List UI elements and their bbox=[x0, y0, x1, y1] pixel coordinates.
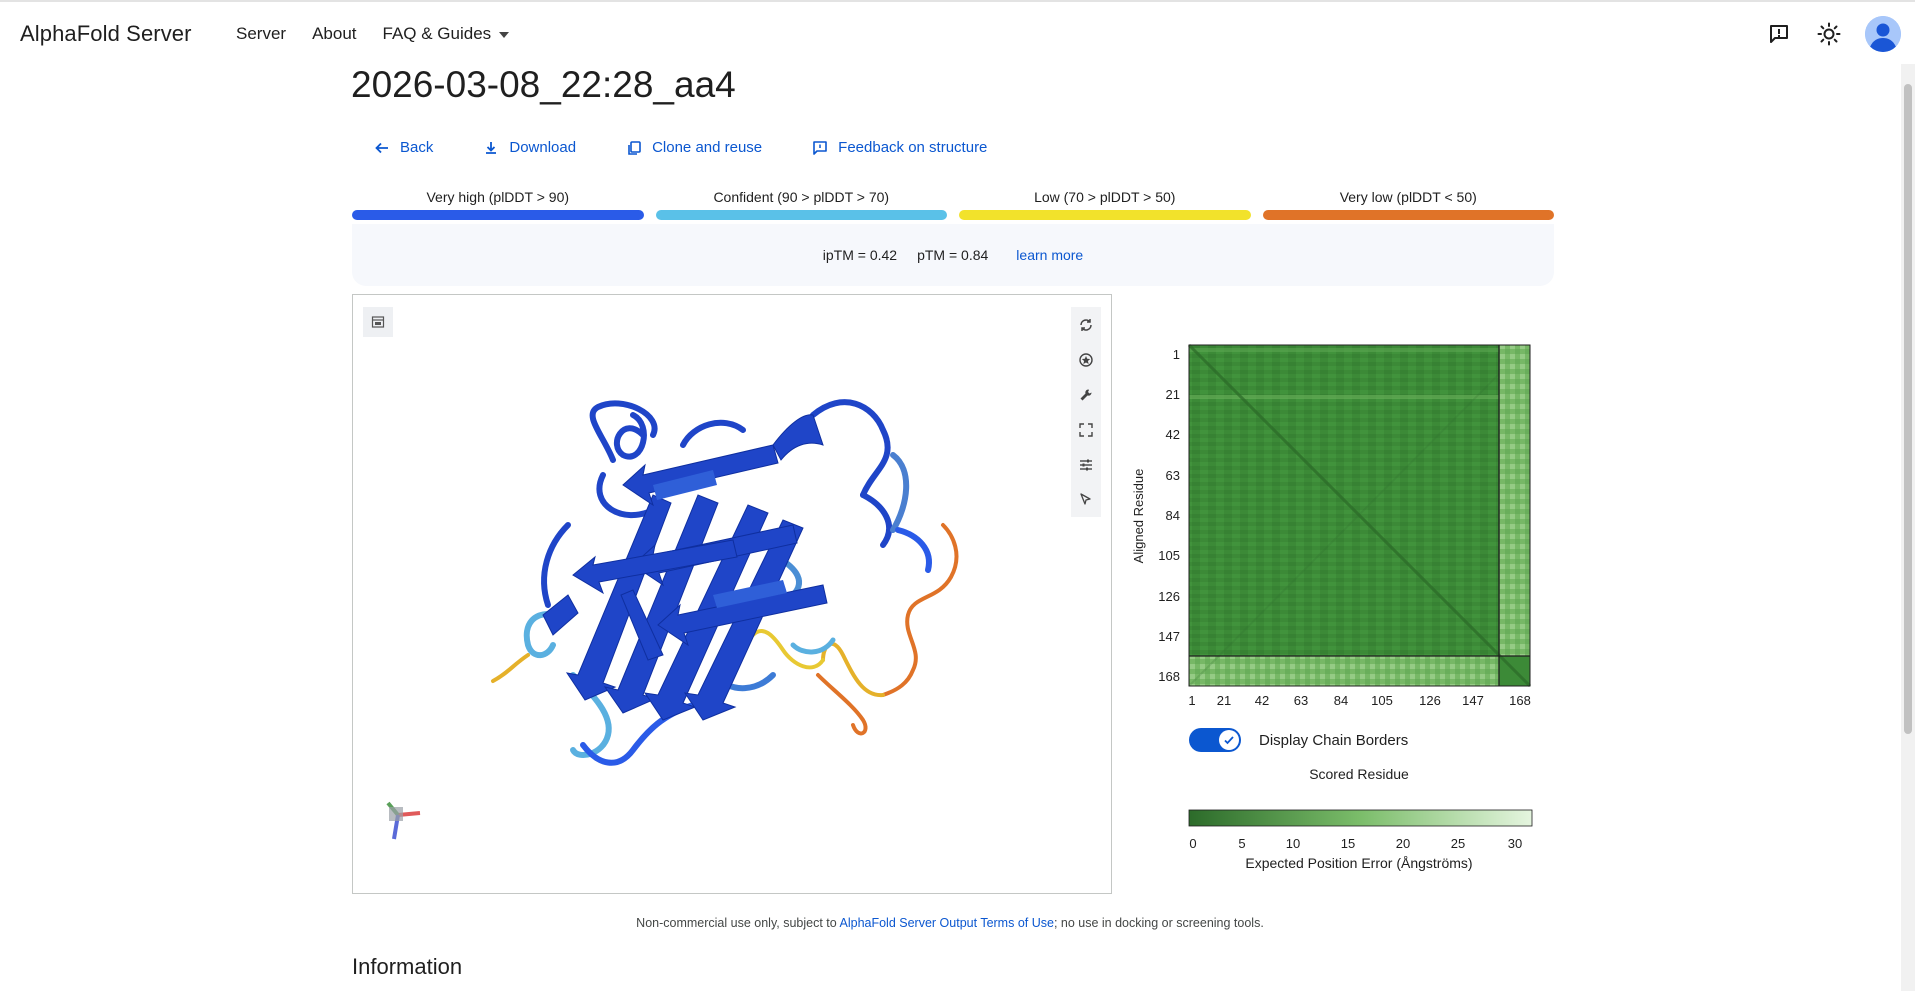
x-tick: 21 bbox=[1217, 693, 1231, 708]
fullscreen-icon[interactable] bbox=[1071, 412, 1101, 447]
x-tick: 126 bbox=[1419, 693, 1441, 708]
top-bar: AlphaFold Server Server About FAQ & Guid… bbox=[0, 0, 1915, 64]
pae-colorbar bbox=[1188, 809, 1533, 827]
colorbar-tick: 5 bbox=[1238, 836, 1245, 851]
pae-heatmap bbox=[1187, 343, 1532, 688]
chain-borders-label: Display Chain Borders bbox=[1259, 731, 1409, 749]
information-heading: Information bbox=[352, 954, 463, 979]
terms-of-use-link[interactable]: AlphaFold Server Output Terms of Use bbox=[839, 916, 1054, 930]
feedback-on-structure-button[interactable]: Feedback on structure bbox=[812, 139, 987, 156]
ptm-value: pTM = 0.84 bbox=[917, 247, 989, 263]
legend-bar bbox=[655, 210, 947, 220]
reset-icon[interactable] bbox=[1071, 307, 1101, 342]
pae-plot[interactable]: 1 21 42 63 84 105 126 147 168 Aligned Re… bbox=[1120, 294, 1550, 894]
chain-borders-toggle[interactable] bbox=[1189, 728, 1241, 752]
protein-structure[interactable] bbox=[353, 295, 1111, 893]
legend-label: Very high (plDDT > 90) bbox=[426, 189, 570, 205]
feedback-label: Feedback on structure bbox=[838, 139, 988, 156]
x-tick: 42 bbox=[1255, 693, 1269, 708]
page-scrollbar-thumb[interactable] bbox=[1904, 84, 1912, 734]
account-avatar[interactable] bbox=[1865, 16, 1901, 52]
y-tick: 168 bbox=[1158, 669, 1180, 684]
x-tick: 1 bbox=[1188, 693, 1195, 708]
clone-label: Clone and reuse bbox=[652, 139, 763, 156]
legend-label: Confident (90 > plDDT > 70) bbox=[713, 189, 890, 205]
legend-label: Low (70 > plDDT > 50) bbox=[1034, 189, 1176, 205]
nav-faq-guides[interactable]: FAQ & Guides bbox=[383, 24, 510, 44]
iptm-value: ipTM = 0.42 bbox=[822, 247, 898, 263]
legend-bar bbox=[1262, 210, 1554, 220]
legend-label: Very low (plDDT < 50) bbox=[1339, 189, 1477, 205]
usage-notice: Non-commercial use only, subject to Alph… bbox=[0, 916, 1900, 930]
copy-icon bbox=[628, 140, 641, 155]
usage-notice-prefix: Non-commercial use only, subject to bbox=[636, 916, 840, 930]
spin-icon[interactable] bbox=[1071, 342, 1101, 377]
action-bar: Back Download Clone and reuse Feedback o… bbox=[374, 139, 987, 156]
legend-bar bbox=[352, 210, 644, 220]
download-label: Download bbox=[509, 139, 577, 156]
y-tick: 84 bbox=[1166, 508, 1180, 523]
colorbar-tick: 10 bbox=[1286, 836, 1300, 851]
brand-title[interactable]: AlphaFold Server bbox=[20, 21, 192, 46]
colorbar-label: Expected Position Error (Ångströms) bbox=[1245, 855, 1472, 871]
y-tick: 105 bbox=[1158, 548, 1180, 563]
x-tick: 105 bbox=[1371, 693, 1393, 708]
settings-icon[interactable] bbox=[1071, 447, 1101, 482]
colorbar-tick: 0 bbox=[1189, 836, 1196, 851]
legend-low: Low (70 > plDDT > 50) bbox=[959, 189, 1251, 220]
theme-icon[interactable] bbox=[1815, 20, 1843, 48]
colorbar-tick: 30 bbox=[1508, 836, 1522, 851]
top-icons bbox=[1765, 16, 1901, 52]
legend-bar bbox=[959, 210, 1251, 220]
colorbar-tick: 25 bbox=[1451, 836, 1465, 851]
colorbar-tick: 20 bbox=[1396, 836, 1410, 851]
x-axis-label: Scored Residue bbox=[1309, 766, 1409, 782]
caret-down-icon bbox=[499, 32, 510, 38]
download-button[interactable]: Download bbox=[483, 139, 576, 156]
x-tick: 147 bbox=[1462, 693, 1484, 708]
x-tick: 84 bbox=[1334, 693, 1348, 708]
legend-very-low: Very low (plDDT < 50) bbox=[1262, 189, 1554, 220]
y-tick: 21 bbox=[1166, 387, 1180, 402]
x-tick: 168 bbox=[1509, 693, 1531, 708]
y-tick: 126 bbox=[1158, 589, 1180, 604]
check-icon bbox=[1224, 736, 1234, 745]
comment-icon bbox=[813, 140, 827, 155]
select-icon[interactable] bbox=[1071, 482, 1101, 517]
y-tick: 42 bbox=[1166, 427, 1180, 442]
back-button[interactable]: Back bbox=[374, 139, 433, 156]
legend-very-high: Very high (plDDT > 90) bbox=[352, 189, 644, 220]
back-label: Back bbox=[400, 139, 434, 156]
screenshot-icon[interactable] bbox=[363, 307, 393, 337]
feedback-icon[interactable] bbox=[1765, 20, 1793, 48]
toggle-knob bbox=[1219, 730, 1239, 750]
axes-gizmo bbox=[386, 801, 421, 840]
legend-confident: Confident (90 > plDDT > 70) bbox=[655, 189, 947, 220]
viewer-toolbar bbox=[1071, 307, 1101, 517]
x-tick: 63 bbox=[1294, 693, 1308, 708]
job-title: 2026-03-08_22:28_aa4 bbox=[351, 64, 736, 105]
colorbar-tick: 15 bbox=[1341, 836, 1355, 851]
y-tick: 147 bbox=[1158, 629, 1180, 644]
main-nav: Server About FAQ & Guides bbox=[236, 24, 510, 44]
usage-notice-suffix: ; no use in docking or screening tools. bbox=[1053, 916, 1264, 930]
y-tick: 63 bbox=[1166, 468, 1180, 483]
structure-viewer[interactable] bbox=[352, 294, 1112, 894]
arrow-back-icon bbox=[375, 142, 388, 153]
y-tick: 1 bbox=[1173, 347, 1180, 362]
plddt-legend: Very high (plDDT > 90) Confident (90 > p… bbox=[352, 189, 1554, 220]
download-icon bbox=[486, 141, 497, 154]
wrench-icon[interactable] bbox=[1071, 377, 1101, 412]
y-axis-label: Aligned Residue bbox=[1131, 469, 1146, 564]
learn-more-link[interactable]: learn more bbox=[1016, 247, 1084, 263]
nav-about[interactable]: About bbox=[312, 24, 357, 43]
nav-faq-label: FAQ & Guides bbox=[382, 24, 492, 43]
confidence-metrics: ipTM = 0.42 pTM = 0.84 learn more bbox=[352, 224, 1554, 286]
nav-server[interactable]: Server bbox=[236, 24, 287, 43]
chain-borders-toggle-row: Display Chain Borders bbox=[1189, 728, 1408, 752]
clone-and-reuse-button[interactable]: Clone and reuse bbox=[626, 139, 762, 156]
